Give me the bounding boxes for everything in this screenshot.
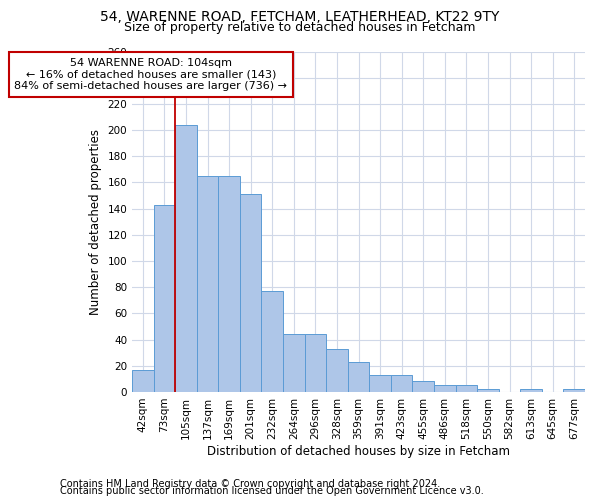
Bar [520, 390, 542, 392]
Y-axis label: Number of detached properties: Number of detached properties [89, 128, 102, 314]
Bar [262, 291, 283, 392]
Bar [348, 362, 369, 392]
Bar [326, 348, 348, 392]
X-axis label: Distribution of detached houses by size in Fetcham: Distribution of detached houses by size … [207, 444, 510, 458]
Bar [218, 176, 240, 392]
Bar [240, 194, 262, 392]
Text: Size of property relative to detached houses in Fetcham: Size of property relative to detached ho… [124, 21, 476, 34]
Bar [305, 334, 326, 392]
Text: 54 WARENNE ROAD: 104sqm
← 16% of detached houses are smaller (143)
84% of semi-d: 54 WARENNE ROAD: 104sqm ← 16% of detache… [14, 58, 287, 91]
Bar [154, 204, 175, 392]
Bar [175, 125, 197, 392]
Bar [412, 382, 434, 392]
Bar [455, 386, 477, 392]
Text: Contains public sector information licensed under the Open Government Licence v3: Contains public sector information licen… [60, 486, 484, 496]
Bar [391, 375, 412, 392]
Bar [132, 370, 154, 392]
Bar [434, 386, 455, 392]
Bar [369, 375, 391, 392]
Text: Contains HM Land Registry data © Crown copyright and database right 2024.: Contains HM Land Registry data © Crown c… [60, 479, 440, 489]
Bar [283, 334, 305, 392]
Text: 54, WARENNE ROAD, FETCHAM, LEATHERHEAD, KT22 9TY: 54, WARENNE ROAD, FETCHAM, LEATHERHEAD, … [100, 10, 500, 24]
Bar [197, 176, 218, 392]
Bar [477, 390, 499, 392]
Bar [563, 390, 585, 392]
